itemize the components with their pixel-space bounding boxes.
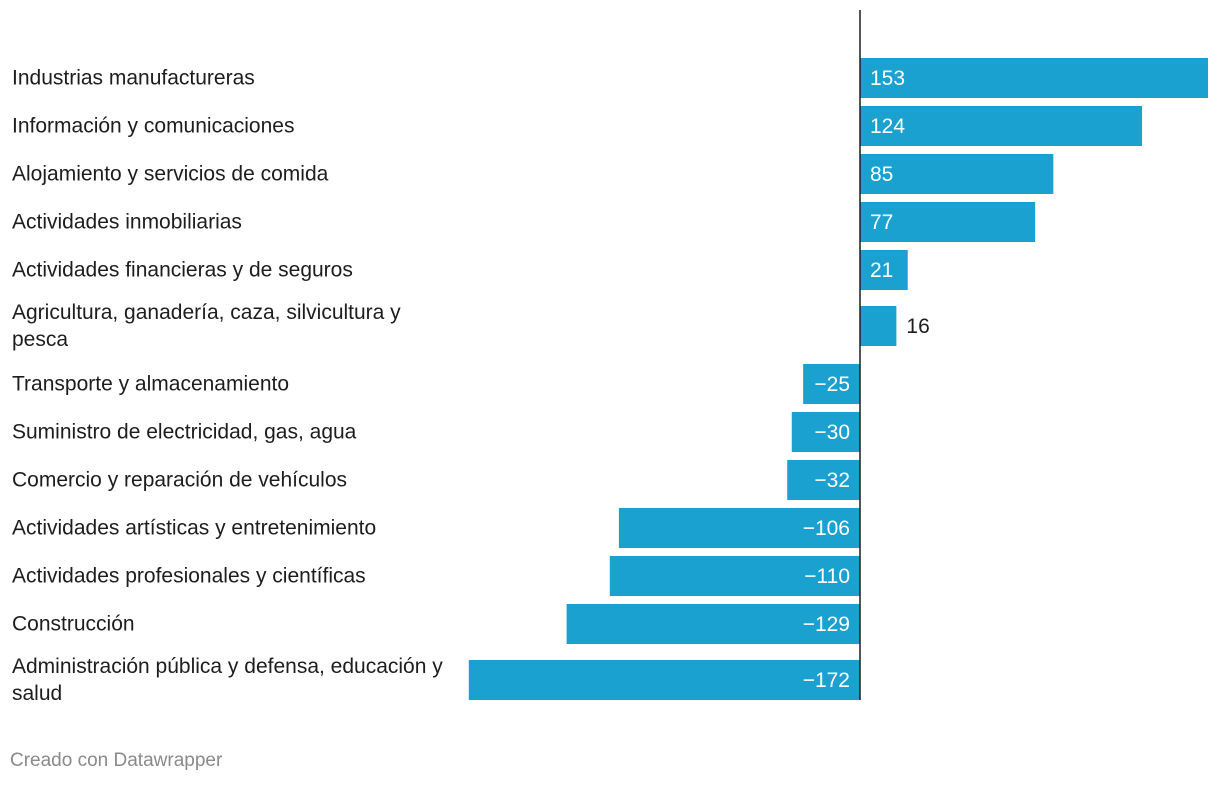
bar-value-label-3: 85 [870, 163, 893, 186]
bar-value-label-13: −172 [803, 669, 850, 692]
bar-12 [566, 604, 860, 644]
bar-2 [860, 106, 1143, 146]
bars-group [468, 58, 1208, 700]
bar-7 [803, 364, 860, 404]
category-label-13: Administración pública y defensa, educac… [12, 655, 443, 705]
bar-6 [860, 306, 897, 346]
category-label-6: Agricultura, ganadería, caza, silvicultu… [12, 301, 401, 351]
bar-value-label-2: 124 [870, 115, 905, 138]
category-label-3: Alojamiento y servicios de comida [12, 162, 329, 186]
datawrapper-credit[interactable]: Creado con Datawrapper [10, 750, 223, 771]
category-label-1: Industrias manufactureras [12, 66, 255, 90]
bar-13 [468, 660, 860, 700]
category-label-12: Construcción [12, 612, 135, 636]
category-label-4: Actividades inmobiliarias [12, 210, 242, 234]
chart-svg: 153 124 85 77 21 16 −25 −30 −32 −106 −110 −129 −172 [468, 10, 1208, 700]
bar-8 [791, 412, 860, 452]
category-label-7: Transporte y almacenamiento [12, 372, 290, 396]
bar-4 [860, 202, 1036, 242]
bar-value-label-4: 77 [870, 211, 893, 234]
category-label-9: Comercio y reparación de vehículos [12, 468, 347, 492]
bar-1 [860, 58, 1208, 98]
category-label-5: Actividades financieras y de seguros [12, 258, 353, 282]
bar-value-label-9: −32 [814, 469, 850, 492]
bar-value-label-11: −110 [804, 565, 850, 588]
bar-3 [860, 154, 1054, 194]
bar-value-label-6: 16 [906, 315, 929, 338]
category-label-8: Suministro de electricidad, gas, agua [12, 420, 357, 444]
bar-value-label-8: −30 [814, 421, 850, 444]
bar-5 [860, 250, 908, 290]
category-label-2: Información y comunicaciones [12, 114, 295, 138]
category-label-10: Actividades artísticas y entretenimiento [12, 516, 377, 540]
category-label-11: Actividades profesionales y científicas [12, 564, 366, 588]
value-labels-group: 153 124 85 77 21 16 −25 −30 −32 −106 −110 −129 −172 [803, 67, 930, 692]
bar-chart: 153 124 85 77 21 16 −25 −30 −32 −106 −110 −129 −172 … [12, 10, 1208, 705]
bar-value-label-10: −106 [803, 517, 850, 540]
bar-value-label-5: 21 [870, 259, 893, 282]
bar-value-label-12: −129 [803, 613, 850, 636]
bar-10 [618, 508, 860, 548]
bar-value-label-7: −25 [814, 373, 850, 396]
bar-9 [787, 460, 860, 500]
bar-11 [609, 556, 860, 596]
bar-value-label-1: 153 [870, 67, 905, 90]
